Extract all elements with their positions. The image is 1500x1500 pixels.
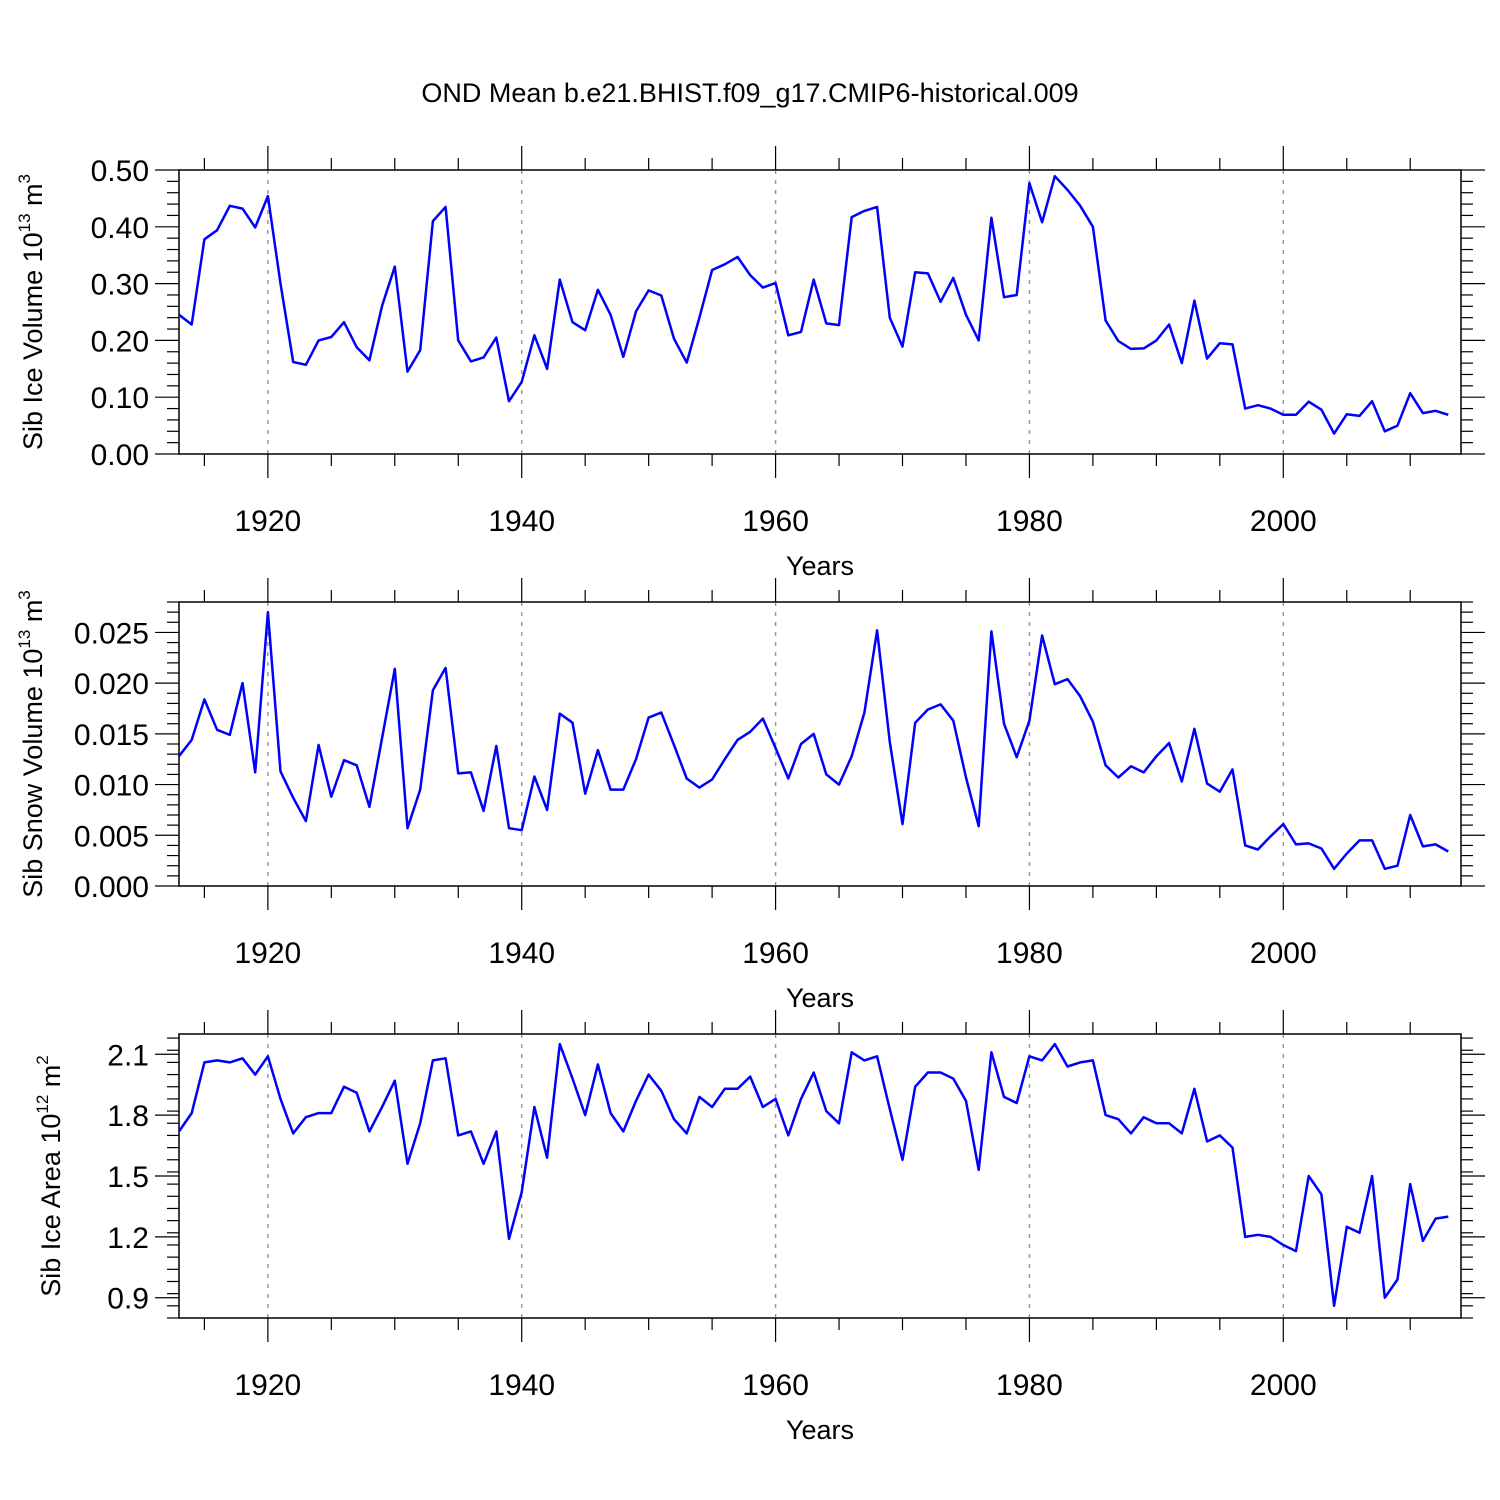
- y-tick-label: 0.000: [74, 871, 149, 904]
- x-tick-label: 1920: [234, 505, 301, 538]
- x-tick-label: 1940: [488, 505, 555, 538]
- x-tick-label: 2000: [1250, 505, 1317, 538]
- x-tick-label: 2000: [1250, 937, 1317, 970]
- x-tick-label: 1920: [234, 937, 301, 970]
- x-tick-label: 1960: [742, 1369, 809, 1402]
- y-tick-label: 0.015: [74, 719, 149, 752]
- x-tick-label: 1940: [488, 937, 555, 970]
- x-tick-label: 1960: [742, 505, 809, 538]
- x-axis-label: Years: [786, 551, 854, 581]
- y-tick-label: 1.5: [107, 1161, 149, 1194]
- x-tick-label: 1960: [742, 937, 809, 970]
- y-tick-label: 0.00: [91, 439, 149, 472]
- series-line: [178, 174, 1449, 435]
- y-tick-label: 2.1: [107, 1039, 149, 1072]
- y-tick-label: 0.30: [91, 269, 149, 302]
- y-axis-label: Sib Ice Volume 1013 m3: [15, 174, 48, 450]
- plot-frame: [178, 1033, 1462, 1319]
- y-axis-label: Sib Ice Area 1012 m2: [33, 1055, 66, 1297]
- y-tick-label: 0.010: [74, 770, 149, 803]
- x-tick-label: 1940: [488, 1369, 555, 1402]
- y-tick-label: 0.20: [91, 325, 149, 358]
- y-tick-label: 0.025: [74, 617, 149, 650]
- y-tick-label: 0.9: [107, 1283, 149, 1316]
- panel-ice-volume: 0.00 0.10 0.20 0.30 0.40 0.50 1920 1940 1960 1980…: [15, 146, 1485, 581]
- x-tick-label: 1980: [996, 505, 1063, 538]
- x-tick-label: 2000: [1250, 1369, 1317, 1402]
- plot-frame: [178, 601, 1462, 887]
- x-tick-label: 1980: [996, 937, 1063, 970]
- series-line: [177, 1042, 1449, 1308]
- series-line: [178, 610, 1449, 871]
- y-tick-label: 1.8: [107, 1100, 149, 1133]
- panel-snow-volume: 0.000 0.005 0.010 0.015 0.020 0.025 1920 1940 19…: [15, 578, 1485, 1013]
- y-tick-label: 0.020: [74, 668, 149, 701]
- y-tick-label: 0.10: [91, 382, 149, 415]
- chart-title: OND Mean b.e21.BHIST.f09_g17.CMIP6-histo…: [421, 78, 1079, 108]
- panel-ice-area: 0.9 1.2 1.5 1.8 2.1 1920 1940 1960 1980 2000 Years…: [33, 1010, 1485, 1445]
- y-tick-label: 0.40: [91, 212, 149, 245]
- y-tick-label: 0.005: [74, 820, 149, 853]
- x-tick-label: 1920: [234, 1369, 301, 1402]
- x-axis-label: Years: [786, 983, 854, 1013]
- y-axis-label: Sib Snow Volume 1013 m3: [15, 590, 48, 898]
- y-tick-label: 0.50: [91, 155, 149, 188]
- x-tick-label: 1980: [996, 1369, 1063, 1402]
- x-axis-label: Years: [786, 1415, 854, 1445]
- plot-frame: [178, 169, 1462, 455]
- y-tick-label: 1.2: [107, 1222, 149, 1255]
